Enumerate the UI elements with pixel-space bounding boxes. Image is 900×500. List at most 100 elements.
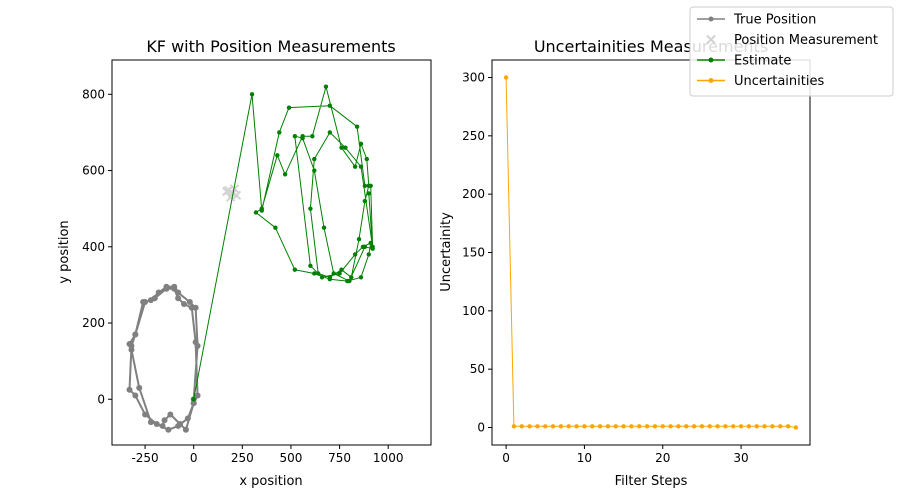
true-position-point	[153, 421, 160, 428]
uncertainities-point	[629, 424, 634, 429]
uncertainities-point	[511, 424, 517, 429]
legend-dot-marker	[708, 16, 714, 22]
uncertainities-point	[754, 424, 759, 429]
right-ytick-label: 300	[462, 71, 485, 85]
left-plot-frame	[111, 59, 432, 446]
left-xtick-label: 500	[279, 451, 302, 465]
estimate-point	[273, 225, 278, 230]
true-position-point	[182, 426, 189, 433]
true-position-point	[175, 422, 182, 429]
right-xtick-label: 0	[502, 451, 510, 465]
left-xtick-label: -250	[131, 451, 158, 465]
estimate-point	[319, 275, 325, 280]
uncertainities-point	[582, 424, 587, 429]
true-position-point	[171, 285, 178, 292]
true-position-point	[175, 289, 182, 296]
estimate-point	[300, 135, 305, 141]
right-plot-marks	[503, 75, 799, 430]
uncertainities-point	[652, 424, 658, 429]
left-plot: -250 0 250 500 750 1000 0 200 400 600 800 KF with …	[57, 37, 432, 489]
estimate-point	[308, 206, 313, 211]
estimate-point	[366, 191, 371, 196]
true-position-point	[136, 384, 143, 391]
position-measurement-point	[231, 190, 242, 201]
position-measurement-point	[222, 186, 232, 197]
uncertainities-point	[637, 424, 642, 429]
true-position-point	[188, 304, 195, 311]
left-ytick-label: 600	[82, 164, 105, 178]
estimate-point	[339, 145, 344, 150]
uncertainities-point	[535, 424, 540, 429]
uncertainities-point	[613, 424, 618, 429]
uncertainities-point	[746, 424, 752, 429]
estimate-point	[370, 246, 375, 251]
estimate-point	[352, 252, 358, 257]
estimate-point	[275, 153, 280, 158]
estimate-point	[312, 156, 317, 162]
uncertainities-point	[707, 424, 712, 429]
true-position-point	[180, 300, 187, 307]
right-ytick-label: 250	[462, 129, 485, 143]
left-ytick-label: 0	[97, 392, 105, 406]
estimate-point	[368, 240, 373, 246]
legend-label: Position Measurement	[734, 33, 878, 48]
estimate-point	[362, 244, 368, 249]
uncertainities-point	[621, 424, 626, 429]
true-position-point	[142, 299, 149, 306]
estimate-point	[358, 141, 364, 147]
estimate-point	[362, 198, 368, 204]
uncertainities-point	[605, 424, 611, 429]
uncertainities-point	[699, 424, 705, 429]
estimate-point	[327, 276, 333, 282]
true-position-point	[165, 426, 172, 433]
uncertainities-point	[778, 424, 783, 429]
left-plot-ylabel: y position	[57, 220, 72, 283]
left-xtick-label: 1000	[373, 451, 404, 465]
estimate-point	[191, 397, 196, 402]
estimate-point	[362, 183, 368, 188]
uncertainities-point	[793, 425, 799, 430]
legend-entry-uncertainities: Uncertainities	[697, 74, 824, 89]
estimate-point	[286, 105, 292, 110]
estimate-point	[356, 236, 362, 242]
true-position-point	[142, 411, 149, 418]
true-position-point	[159, 422, 166, 429]
true-position-point	[186, 299, 193, 306]
legend-x-marker	[706, 34, 716, 45]
legend-dot-marker	[708, 57, 714, 63]
position-measurement-point-stroke	[229, 184, 240, 194]
right-ytick-label: 150	[462, 246, 485, 260]
true-position-point	[128, 342, 135, 349]
uncertainities-point	[503, 75, 509, 80]
left-ytick-label: 400	[82, 240, 105, 254]
estimate-point	[323, 84, 329, 89]
right-xtick-label: 30	[733, 451, 748, 465]
legend-label: Estimate	[734, 54, 791, 69]
estimate-point	[343, 145, 348, 150]
uncertainities-point	[519, 424, 524, 429]
uncertainities-point	[590, 424, 595, 429]
right-plot-ylabel: Uncertainity	[439, 212, 454, 292]
uncertainities-point	[527, 424, 532, 429]
legend-box	[689, 6, 894, 97]
left-xtick-label: 250	[231, 451, 254, 465]
true-position-point	[190, 400, 197, 407]
right-plot-xlabel: Filter Steps	[615, 474, 688, 489]
legend-entry-estimate: Estimate	[697, 54, 791, 69]
estimate-point	[312, 168, 317, 173]
left-ytick-label: 800	[82, 87, 105, 101]
legend: True Position Position Measurement Estimat…	[689, 6, 894, 97]
uncertainities-point	[660, 424, 665, 429]
uncertainities-point	[574, 424, 579, 429]
legend-entry-position-measurement: Position Measurement	[706, 33, 878, 48]
estimate-point	[337, 271, 342, 276]
uncertainities-point	[684, 424, 689, 429]
estimate-point	[339, 267, 344, 272]
estimate-point	[259, 206, 264, 211]
estimate-point	[253, 210, 259, 215]
estimate-point	[366, 252, 371, 257]
estimate-point	[331, 271, 336, 276]
